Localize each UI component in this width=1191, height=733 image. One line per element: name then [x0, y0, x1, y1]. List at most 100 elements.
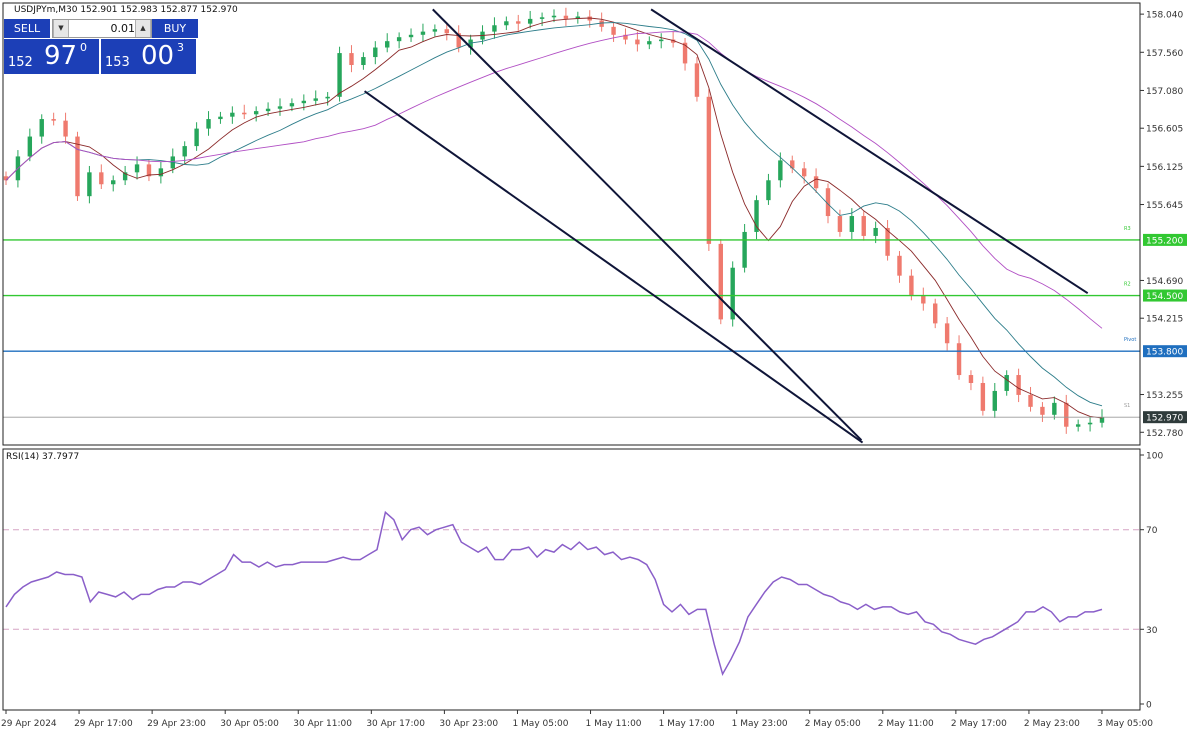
time-tick-label: 1 May 05:00 [512, 719, 568, 729]
channel-line [363, 90, 864, 444]
sell-button[interactable]: SELL [4, 19, 50, 38]
sell-price-pips: 97 [44, 41, 78, 71]
candle-body [1087, 422, 1093, 425]
candle-body [647, 41, 652, 45]
candle-body [730, 267, 735, 320]
rsi-tick-label: 100 [1146, 452, 1163, 462]
buy-price-pips: 00 [141, 41, 175, 71]
lot-size-field[interactable]: ▼ 0.01 ▲ [52, 19, 152, 38]
candle-body [611, 26, 616, 35]
price-tick-label: 153.255 [1146, 391, 1183, 401]
level-price-tag [1143, 289, 1187, 302]
candle-body [87, 172, 92, 197]
candle-body [885, 227, 890, 256]
candle-body [980, 382, 986, 411]
time-tick-label: 29 Apr 2024 [1, 719, 57, 729]
buy-price-fraction: 3 [177, 41, 184, 54]
sell-price[interactable]: 152 97 0 [4, 39, 99, 74]
candle-body [837, 216, 843, 232]
price-tick-label: 155.645 [1146, 201, 1183, 211]
buy-price-prefix: 153 [105, 55, 130, 70]
buy-price[interactable]: 153 00 3 [101, 39, 196, 74]
price-tick-label: 158.040 [1146, 11, 1183, 21]
level-price-tag [1143, 345, 1187, 358]
candle-body [396, 37, 402, 42]
candle-body [492, 25, 497, 32]
candle-body [158, 168, 164, 177]
candle-body [146, 164, 152, 177]
candle-body [3, 176, 9, 181]
time-tick-label: 29 Apr 23:00 [147, 719, 206, 729]
price-tick-label: 154.215 [1146, 315, 1183, 325]
channel-line [432, 8, 863, 441]
candle-body [849, 216, 855, 232]
price-tick-label: 157.560 [1146, 49, 1183, 59]
candle-body [754, 200, 759, 232]
candle-body [599, 20, 604, 27]
chart-header-text: USDJPYm,M30 152.901 152.983 152.877 152.… [14, 5, 238, 15]
candle-body [623, 34, 628, 40]
candle-body [361, 57, 366, 66]
candle-body [1075, 424, 1081, 427]
time-tick-label: 30 Apr 11:00 [293, 719, 352, 729]
lot-increase-icon[interactable]: ▲ [135, 20, 151, 37]
candle-body [63, 120, 68, 137]
candle-body [432, 29, 438, 32]
lot-size-value[interactable]: 0.01 [110, 22, 136, 35]
candle-body [265, 108, 271, 112]
candle-body [742, 231, 747, 268]
rsi-tick-label: 0 [1146, 701, 1152, 711]
candle-body [659, 39, 664, 42]
candle-body [694, 63, 700, 97]
candle-body [956, 343, 962, 376]
channel-line [650, 8, 1089, 295]
candle-body [242, 112, 247, 115]
time-tick-label: 29 Apr 17:00 [74, 719, 133, 729]
price-tick-label: 157.080 [1146, 87, 1183, 97]
candle-body [122, 172, 128, 181]
candle-body [408, 34, 414, 38]
candle-body [1028, 394, 1033, 407]
candle-body [420, 31, 426, 35]
time-tick-label: 30 Apr 05:00 [220, 719, 279, 729]
candle-body [516, 21, 521, 24]
candle-body [670, 39, 676, 43]
candle-body [801, 168, 807, 177]
candle-body [373, 47, 378, 58]
time-tick-label: 3 May 05:00 [1097, 719, 1153, 729]
candle-body [1052, 402, 1057, 415]
buy-button[interactable]: BUY [152, 19, 198, 38]
time-tick-label: 2 May 23:00 [1024, 719, 1080, 729]
candle-body [182, 146, 187, 157]
candle-body [349, 53, 354, 66]
price-tick-label: 156.125 [1146, 163, 1183, 173]
candle-body [325, 96, 330, 99]
candle-body [456, 33, 461, 48]
candle-body [1004, 375, 1009, 391]
price-pane: R3 R2 Pivot S1 [3, 7, 1140, 444]
candle-body [218, 116, 223, 120]
level-line-label: R2 [1124, 282, 1131, 288]
candle-body [385, 41, 390, 48]
rsi-title: RSI(14) 37.7977 [6, 452, 79, 462]
time-tick-label: 1 May 11:00 [586, 719, 642, 729]
level-price-tag-text: 155.200 [1146, 236, 1183, 246]
candle-body [27, 136, 33, 157]
level-price-tag-text: 153.800 [1146, 348, 1183, 358]
price-tick-label: 152.780 [1146, 429, 1183, 439]
lot-decrease-icon[interactable]: ▼ [53, 20, 69, 37]
rsi-tick-label: 70 [1146, 526, 1158, 536]
level-price-tag-text: 154.500 [1146, 292, 1183, 302]
candle-body [134, 164, 140, 173]
candle-body [933, 303, 938, 324]
candle-body [99, 172, 104, 185]
candle-body [551, 15, 557, 18]
level-price-tag [1143, 233, 1187, 246]
candle-body [504, 21, 509, 26]
candle-body [527, 18, 533, 24]
candle-body [539, 17, 545, 19]
candle-body [897, 255, 902, 276]
candle-body [51, 119, 56, 121]
candle-body [111, 180, 116, 185]
